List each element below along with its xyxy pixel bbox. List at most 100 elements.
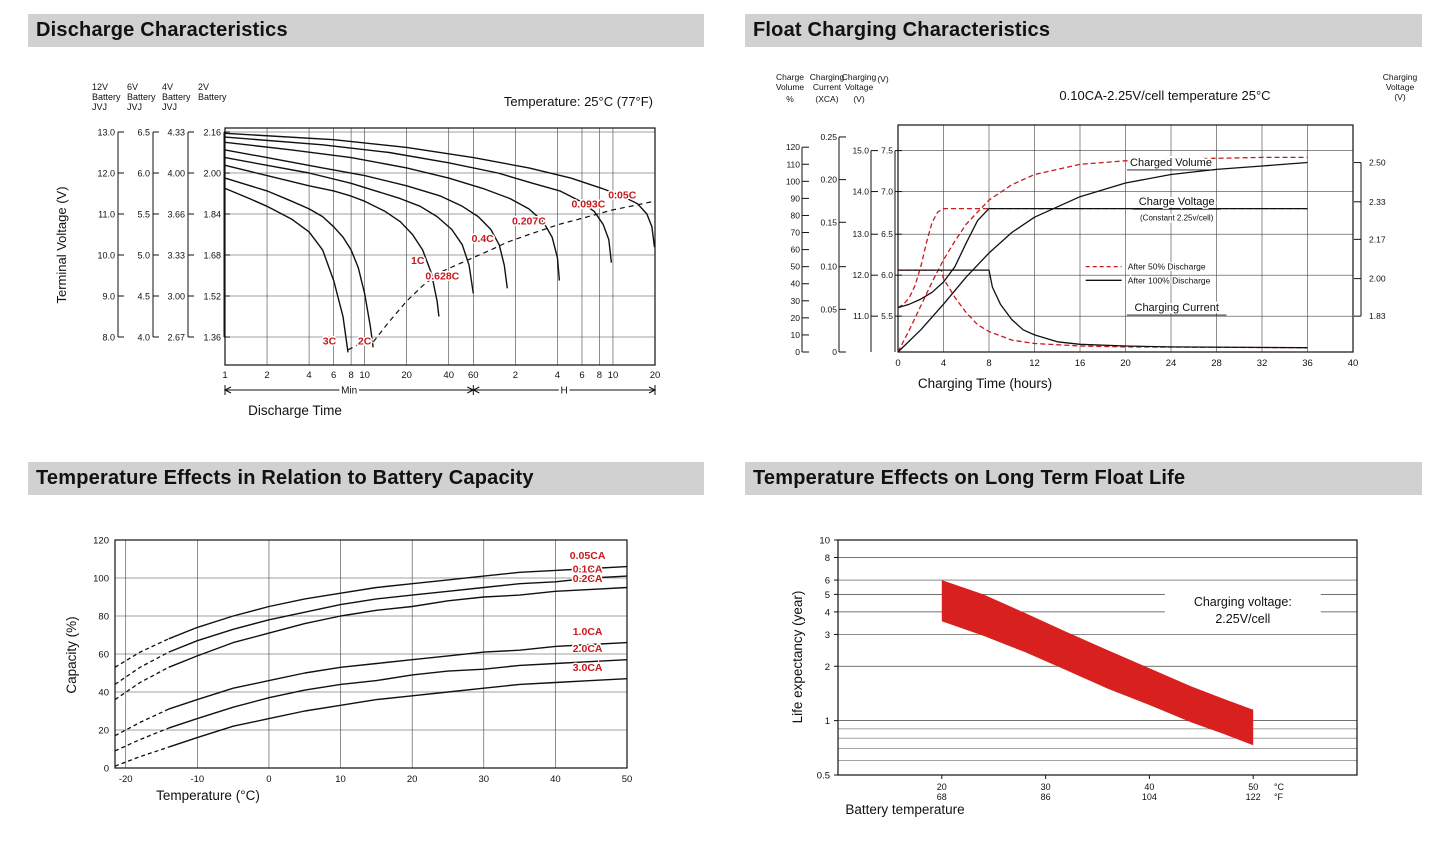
curve-label: Charged Volume	[1130, 157, 1212, 169]
svg-text:10.0: 10.0	[97, 251, 115, 261]
svg-text:2.16: 2.16	[203, 128, 221, 138]
x-axis-title: Discharge Time	[248, 403, 342, 418]
axis-unit: (V)	[877, 74, 889, 84]
charged-volume-after-50	[897, 156, 1308, 353]
svg-text:2.00: 2.00	[1369, 274, 1386, 284]
svg-text:40: 40	[1348, 358, 1359, 369]
svg-text:70: 70	[791, 228, 801, 238]
svg-text:5.5: 5.5	[881, 311, 893, 321]
y-axis-title: Capacity (%)	[64, 616, 79, 693]
right-axis-header: Charging	[1383, 72, 1418, 82]
svg-text:10: 10	[608, 370, 619, 381]
annotation-line: Charging voltage:	[1194, 595, 1292, 609]
svg-text:0.05: 0.05	[820, 304, 837, 314]
axis-header: Current	[813, 82, 842, 92]
axis-unit: %	[786, 94, 794, 104]
right-axis-header: Voltage	[1386, 82, 1415, 92]
svg-text:1.52: 1.52	[203, 292, 221, 302]
svg-text:0: 0	[832, 347, 837, 357]
axis-group-header: Battery	[162, 92, 191, 102]
svg-text:6.5: 6.5	[137, 128, 150, 138]
svg-text:11.0: 11.0	[98, 210, 115, 220]
svg-text:2.50: 2.50	[1369, 158, 1386, 168]
svg-text:7.0: 7.0	[881, 187, 893, 197]
svg-text:60: 60	[468, 370, 479, 381]
svg-text:10: 10	[791, 330, 801, 340]
curve-0.4C	[224, 149, 508, 289]
svg-text:120: 120	[93, 536, 109, 547]
axis-group-header: Battery	[92, 92, 121, 102]
axis-group-header: Battery	[127, 92, 156, 102]
y-axis-title: Life expectancy (year)	[790, 591, 805, 724]
svg-text:9.0: 9.0	[102, 292, 115, 302]
annotation-background	[1164, 591, 1321, 630]
rate-label: 0.05CA	[570, 550, 606, 562]
svg-text:8: 8	[986, 358, 991, 369]
temp-f-label: 68	[937, 792, 947, 802]
svg-text:13.0: 13.0	[852, 229, 869, 239]
svg-text:4: 4	[555, 370, 560, 381]
svg-text:20: 20	[1120, 358, 1131, 369]
annotation-line: 2.25V/cell	[1215, 612, 1270, 626]
svg-text:2.00: 2.00	[203, 169, 221, 179]
svg-text:0.20: 0.20	[820, 175, 837, 185]
curve-1.0CA-cold-dashed	[114, 708, 169, 737]
svg-text:28: 28	[1211, 358, 1222, 369]
svg-text:6.0: 6.0	[881, 270, 893, 280]
curve-0.207C	[224, 141, 561, 281]
charge-voltage-after-100	[897, 207, 1308, 309]
svg-text:7.5: 7.5	[881, 146, 893, 156]
svg-text:20: 20	[650, 370, 661, 381]
svg-text:0: 0	[795, 347, 800, 357]
svg-text:6.0: 6.0	[137, 169, 150, 179]
svg-text:60: 60	[791, 245, 801, 255]
curve-0.093C	[224, 136, 613, 263]
svg-text:-20: -20	[119, 774, 133, 785]
section-header-temperature-capacity: Temperature Effects in Relation to Batte…	[28, 462, 704, 495]
svg-text:4.33: 4.33	[167, 128, 185, 138]
axis-header: Voltage	[845, 82, 874, 92]
svg-text:3.66: 3.66	[167, 210, 185, 220]
svg-text:1.68: 1.68	[203, 251, 221, 261]
svg-text:16: 16	[1075, 358, 1086, 369]
curve-1C	[224, 164, 440, 317]
section-title: Discharge Characteristics	[36, 19, 288, 41]
svg-text:-10: -10	[190, 774, 204, 785]
svg-text:40: 40	[98, 688, 109, 699]
discharge-characteristics-chart: 1 2 4 6 8 10 20 40 60 2 4 6 8 10 20 13.0 12.0 11.0 10.0 9.0…	[54, 82, 661, 418]
fahrenheit-unit: °F	[1274, 792, 1284, 802]
svg-text:24: 24	[1166, 358, 1177, 369]
temp-c-label: 30	[1041, 782, 1051, 792]
svg-text:30: 30	[791, 296, 801, 306]
curve-0.2CA	[168, 586, 628, 668]
temperature-capacity-chart: -20 -10 0 10 20 30 40 500204060801001200.05CA0.…	[64, 536, 632, 804]
svg-text:120: 120	[786, 142, 800, 152]
svg-text:20: 20	[401, 370, 412, 381]
axis-group-header: 2V	[198, 82, 209, 92]
section-header-float-charging: Float Charging Characteristics	[745, 14, 1422, 47]
svg-text:36: 36	[1302, 358, 1313, 369]
temp-c-label: 50	[1248, 782, 1258, 792]
svg-text:110: 110	[786, 159, 800, 169]
cutoff-envelope-dashed	[347, 200, 655, 351]
section-header-discharge-characteristics: Discharge Characteristics	[28, 14, 704, 47]
curve-0.05CA	[168, 565, 628, 640]
svg-text:5.0: 5.0	[137, 251, 150, 261]
svg-text:60: 60	[98, 650, 109, 661]
condition-note: 0.10CA-2.25V/cell temperature 25°C	[1059, 88, 1270, 103]
svg-text:5.5: 5.5	[137, 210, 150, 220]
rate-label: 0.628C	[425, 270, 459, 282]
svg-text:4: 4	[306, 370, 311, 381]
svg-text:4.5: 4.5	[137, 292, 150, 302]
svg-text:10: 10	[819, 536, 830, 547]
svg-text:1: 1	[222, 370, 227, 381]
svg-text:4: 4	[941, 358, 946, 369]
svg-text:2.17: 2.17	[1369, 234, 1386, 244]
celsius-unit: °C	[1274, 782, 1285, 792]
svg-text:3: 3	[825, 630, 830, 641]
svg-text:4: 4	[825, 607, 830, 618]
rate-label: 3C	[323, 336, 337, 348]
temp-c-label: 20	[937, 782, 947, 792]
svg-text:11.0: 11.0	[853, 311, 869, 321]
